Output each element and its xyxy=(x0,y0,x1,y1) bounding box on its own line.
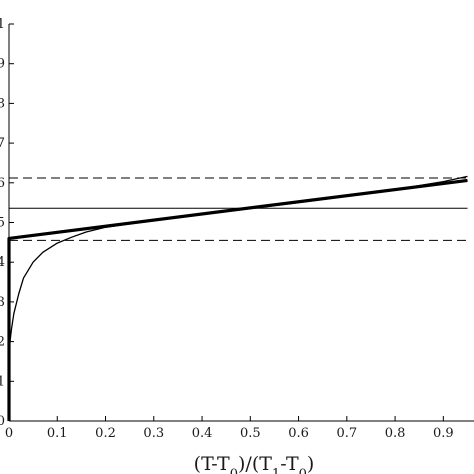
x-tick-label: 0.2 xyxy=(95,426,116,441)
y-tick-label: .2 xyxy=(0,335,5,350)
y-tick-label: .1 xyxy=(0,374,5,389)
axes xyxy=(8,24,474,422)
x-axis-ticks: 0 0.1 0.2 0.3 0.4 0.5 0.6 0.7 0.8 0.9 xyxy=(5,416,454,441)
y-tick-label: .5 xyxy=(0,216,5,231)
y-tick-label: .3 xyxy=(0,295,5,310)
y-axis-ticks: 0 .1 .2 .3 .4 .5 .6 .7 .8 .9 1 xyxy=(0,17,14,429)
y-tick-label: .6 xyxy=(0,176,5,191)
y-tick-label: .4 xyxy=(0,255,5,270)
y-tick-label: .9 xyxy=(0,57,5,72)
x-tick-label: 0.9 xyxy=(433,426,454,441)
x-tick-label: 0 xyxy=(5,426,13,441)
x-tick-label: 0.6 xyxy=(288,426,309,441)
series-thick-line xyxy=(7,178,468,421)
x-tick-label: 0.4 xyxy=(192,426,213,441)
y-tick-label: 1 xyxy=(0,17,5,32)
y-tick-label: .8 xyxy=(0,96,5,111)
x-tick-label: 0.8 xyxy=(385,426,406,441)
x-tick-label: 0.3 xyxy=(143,426,164,441)
y-tick-label: 0 xyxy=(0,414,5,429)
x-tick-label: 0.1 xyxy=(47,426,68,441)
x-tick-label: 0.5 xyxy=(240,426,261,441)
plot-series xyxy=(7,175,468,421)
series-thin-curve xyxy=(8,175,468,358)
y-tick-label: .7 xyxy=(0,136,5,151)
x-axis-label: (T-T0)/(T1-T0) xyxy=(194,453,315,474)
x-tick-label: 0.7 xyxy=(336,426,357,441)
